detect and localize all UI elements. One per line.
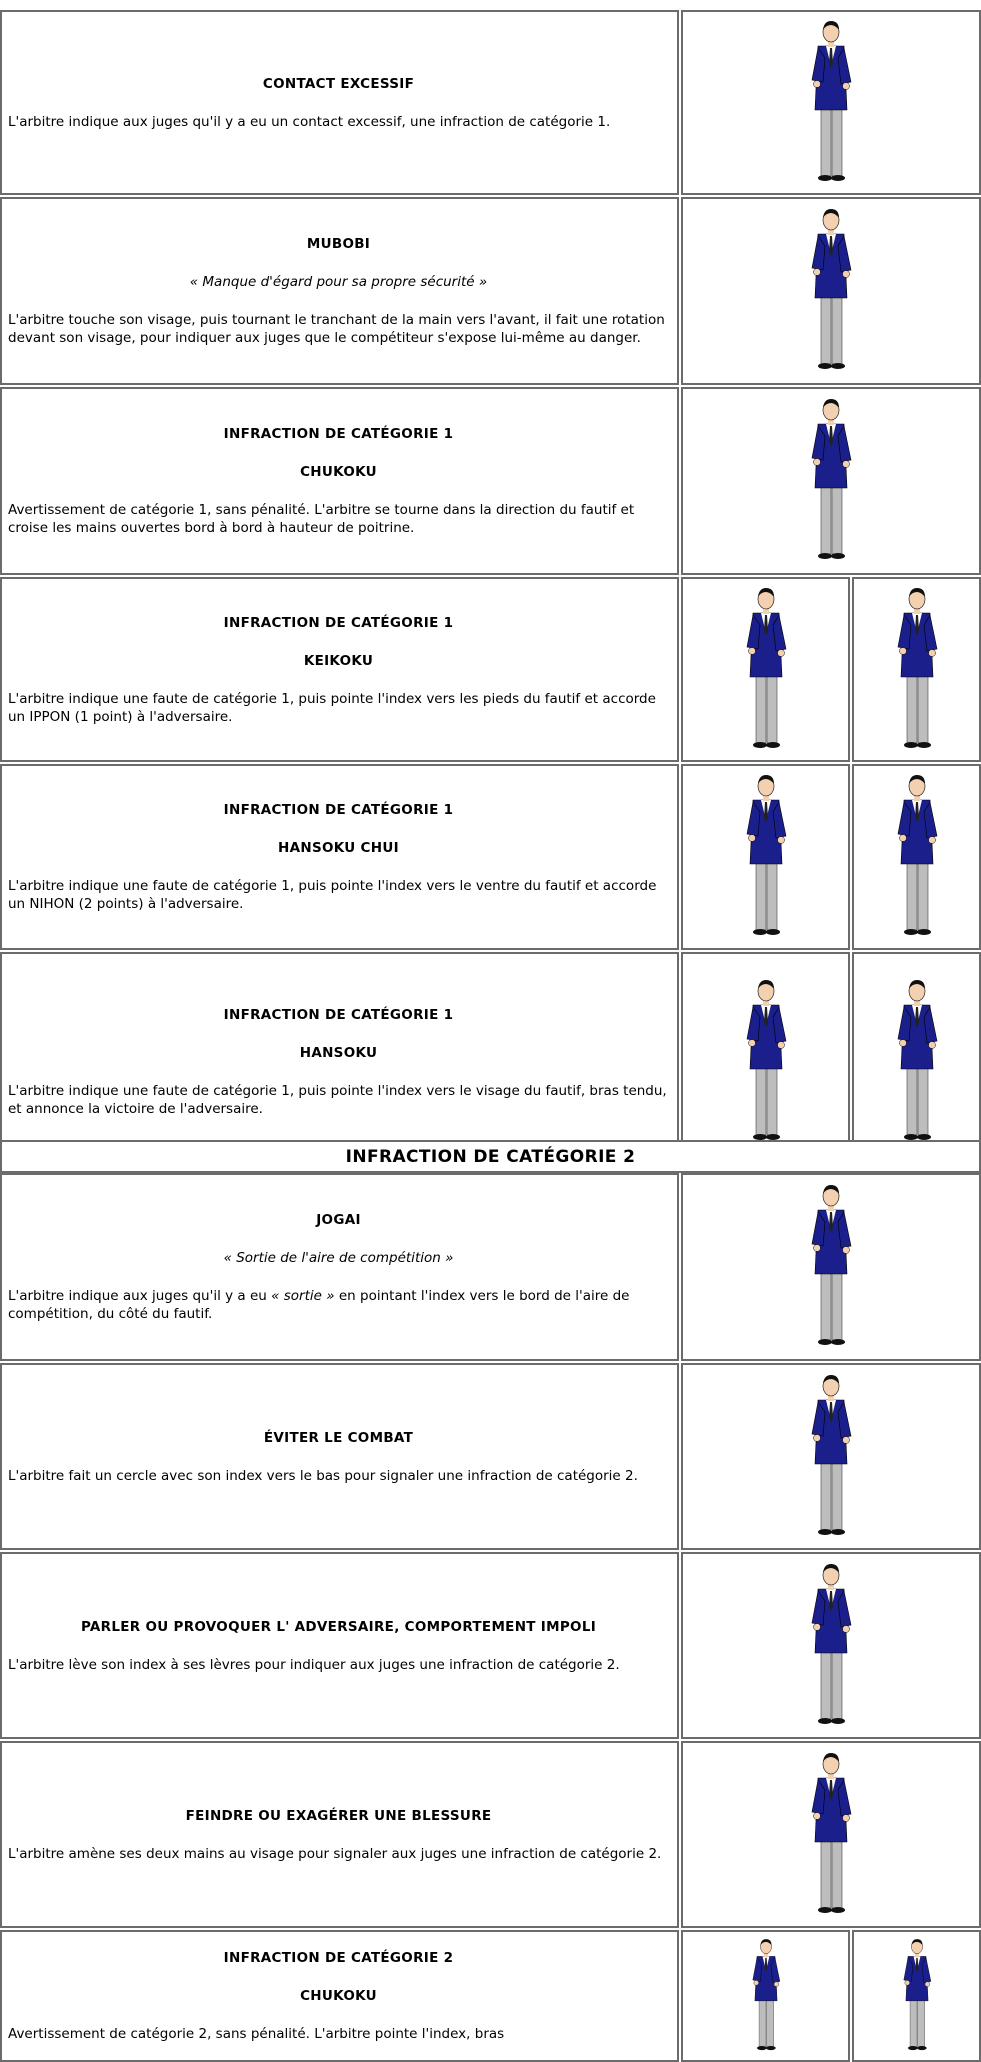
referee-figure	[897, 587, 937, 748]
signal-title: JOGAI	[316, 1212, 361, 1228]
signal-subtitle: « Sortie de l'aire de compétition »	[223, 1250, 454, 1266]
signal-subtitle: « Manque d'égard pour sa propre sécurité…	[189, 274, 488, 290]
signal-image-cell	[681, 1930, 850, 2062]
description-part: en pointant l'index vers le bord de l'ai…	[8, 1288, 630, 1322]
description-part: « sortie »	[271, 1288, 335, 1304]
referee-figure	[903, 1939, 931, 2051]
signal-text-cell: INFRACTION DE CATÉGORIE 1 HANSOKU L'arbitr…	[0, 952, 679, 1171]
signal-image-cell	[681, 197, 981, 385]
referee-figure	[811, 1563, 852, 1724]
category-heading: INFRACTION DE CATÉGORIE 1	[223, 1006, 454, 1023]
signal-description: L'arbitre fait un cercle avec son index …	[8, 1467, 638, 1484]
referee-figure	[811, 1374, 852, 1535]
signal-title: KEIKOKU	[303, 652, 374, 669]
referee-figure	[897, 979, 937, 1140]
signal-title: HANSOKU CHUI	[278, 840, 399, 856]
signal-text-cell: JOGAI « Sortie de l'aire de compétition »…	[0, 1173, 679, 1361]
signal-image-cell	[681, 1173, 981, 1361]
signal-description: L'arbitre touche son visage, puis tourna…	[8, 312, 665, 346]
referee-figure	[746, 775, 786, 935]
referee-figure	[897, 775, 937, 935]
signal-text-cell: CONTACT EXCESSIF L'arbitre indique aux j…	[0, 10, 679, 195]
referee-figure	[811, 1752, 852, 1913]
signal-description: L'arbitre indique une faute de catégorie…	[8, 878, 657, 912]
signal-image-cell	[681, 1741, 981, 1928]
signal-title: HANSOKU	[299, 1044, 378, 1061]
signal-image-cell	[681, 1363, 981, 1550]
signal-image-cell	[852, 764, 981, 950]
signal-title: PARLER OU PROVOQUER L' ADVERSAIRE, COMPO…	[80, 1618, 597, 1635]
signal-description: L'arbitre lève son index à ses lèvres po…	[8, 1656, 620, 1673]
referee-figure	[811, 399, 852, 559]
signal-image-cell	[681, 1552, 981, 1739]
referee-figure	[752, 1939, 780, 2051]
signal-text-cell: INFRACTION DE CATÉGORIE 1 KEIKOKU L'arbitr…	[0, 577, 679, 762]
signal-image-cell	[852, 577, 981, 762]
signal-description: L'arbitre amène ses deux mains au visage…	[8, 1845, 662, 1862]
signal-title: ÉVITER LE COMBAT	[263, 1429, 414, 1446]
signal-title: MUBOBI	[306, 236, 371, 252]
signal-image-cell	[681, 387, 981, 575]
signal-text-cell: PARLER OU PROVOQUER L' ADVERSAIRE, COMPO…	[0, 1552, 679, 1739]
description-part: L'arbitre indique aux juges qu'il y a eu	[8, 1288, 272, 1304]
signal-image-cell	[852, 1930, 981, 2062]
signal-description: L'arbitre indique une faute de catégorie…	[8, 690, 656, 725]
signal-description: L'arbitre indique aux juges qu'il y a eu…	[8, 113, 611, 130]
signal-description: Avertissement de catégorie 1, sans pénal…	[8, 502, 635, 536]
signal-image-cell	[681, 952, 850, 1171]
signal-description: L'arbitre indique une faute de catégorie…	[8, 1082, 667, 1117]
signal-description: Avertissement de catégorie 2, sans pénal…	[8, 2026, 505, 2042]
section-header: INFRACTION DE CATÉGORIE 2	[0, 1140, 981, 1173]
signal-title: CHUKOKU	[300, 464, 377, 480]
referee-figure	[811, 209, 852, 369]
signal-image-cell	[681, 10, 981, 195]
category-heading: INFRACTION DE CATÉGORIE 1	[223, 614, 454, 631]
signal-title: CONTACT EXCESSIF	[262, 75, 415, 92]
signal-image-cell	[681, 577, 850, 762]
category-heading: INFRACTION DE CATÉGORIE 1	[223, 426, 454, 442]
signal-text-cell: INFRACTION DE CATÉGORIE 1 CHUKOKU Avertiss…	[0, 387, 679, 575]
category-heading: INFRACTION DE CATÉGORIE 1	[223, 802, 454, 818]
signal-image-cell	[681, 764, 850, 950]
signal-text-cell: FEINDRE OU EXAGÉRER UNE BLESSURE L'arbitr…	[0, 1741, 679, 1928]
referee-figure	[811, 1185, 852, 1345]
signal-title: FEINDRE OU EXAGÉRER UNE BLESSURE	[185, 1807, 492, 1824]
signal-text-cell: INFRACTION DE CATÉGORIE 2 CHUKOKU Avertiss…	[0, 1930, 679, 2062]
signal-text-cell: ÉVITER LE COMBAT L'arbitre fait un cercle…	[0, 1363, 679, 1550]
signal-text-cell: INFRACTION DE CATÉGORIE 1 HANSOKU CHUI L'a…	[0, 764, 679, 950]
referee-figure	[811, 20, 852, 181]
signal-image-cell	[852, 952, 981, 1171]
signal-title: CHUKOKU	[300, 1988, 377, 2004]
referee-figure	[746, 587, 786, 748]
referee-figure	[746, 979, 786, 1140]
signal-text-cell: MUBOBI « Manque d'égard pour sa propre sé…	[0, 197, 679, 385]
category-heading: INFRACTION DE CATÉGORIE 2	[223, 1950, 454, 1966]
signal-description: L'arbitre indique aux juges qu'il y a eu…	[8, 1287, 669, 1323]
